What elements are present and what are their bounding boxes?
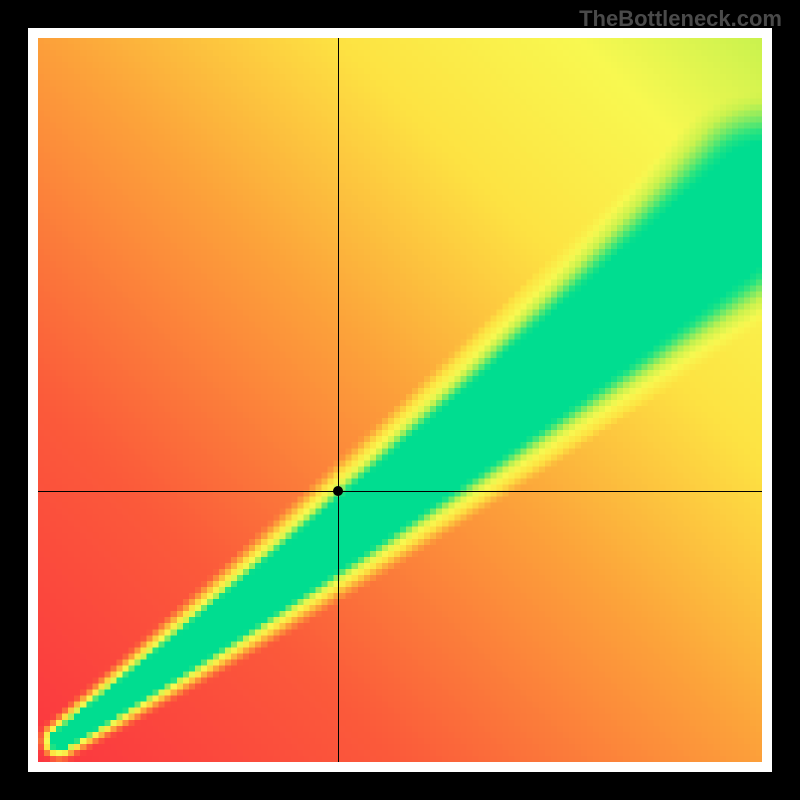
- crosshair-vertical: [338, 38, 339, 762]
- crosshair-horizontal: [38, 491, 762, 492]
- watermark-text: TheBottleneck.com: [579, 6, 782, 32]
- plot-area: [38, 38, 762, 762]
- heatmap-canvas: [38, 38, 762, 762]
- plot-frame: [28, 28, 772, 772]
- data-point-marker: [333, 486, 343, 496]
